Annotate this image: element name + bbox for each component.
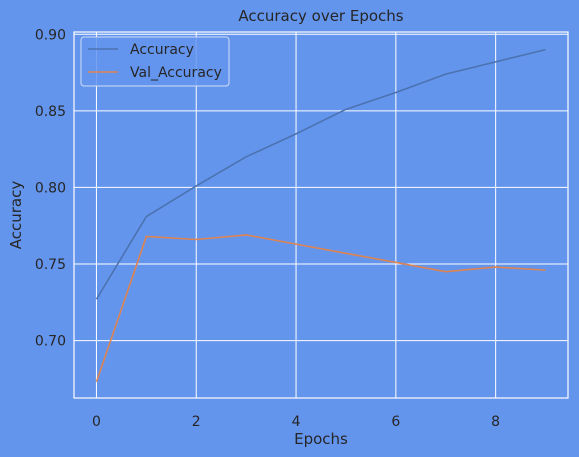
x-tick-label: 0 <box>92 414 101 430</box>
x-axis-label: Epochs <box>294 430 348 448</box>
series-line-val-accuracy <box>95 234 546 383</box>
legend-label-accuracy: Accuracy <box>130 42 194 58</box>
y-tick-label: 0.85 <box>35 104 66 120</box>
chart-title: Accuracy over Epochs <box>238 7 403 25</box>
y-tick-label: 0.80 <box>35 180 66 196</box>
grid-lines <box>74 32 568 398</box>
x-tick-label: 6 <box>391 414 400 430</box>
y-tick-label: 0.75 <box>35 257 66 273</box>
x-tick-label: 2 <box>192 414 201 430</box>
y-axis-label: Accuracy <box>7 181 25 250</box>
axes-border <box>73 31 569 399</box>
series-line-accuracy <box>95 48 546 300</box>
series-lines <box>95 48 546 383</box>
x-tick-label: 8 <box>491 414 500 430</box>
y-tick-label: 0.70 <box>35 334 66 350</box>
x-tick-label: 4 <box>292 414 301 430</box>
axes-frame <box>73 31 569 399</box>
y-tick-label: 0.90 <box>35 27 66 43</box>
legend-label-val-accuracy: Val_Accuracy <box>130 65 222 81</box>
tick-labels: 0 2 4 6 8 0.70 0.75 0.80 0.85 0.90 <box>35 27 500 430</box>
legend: Accuracy Val_Accuracy <box>80 36 230 87</box>
